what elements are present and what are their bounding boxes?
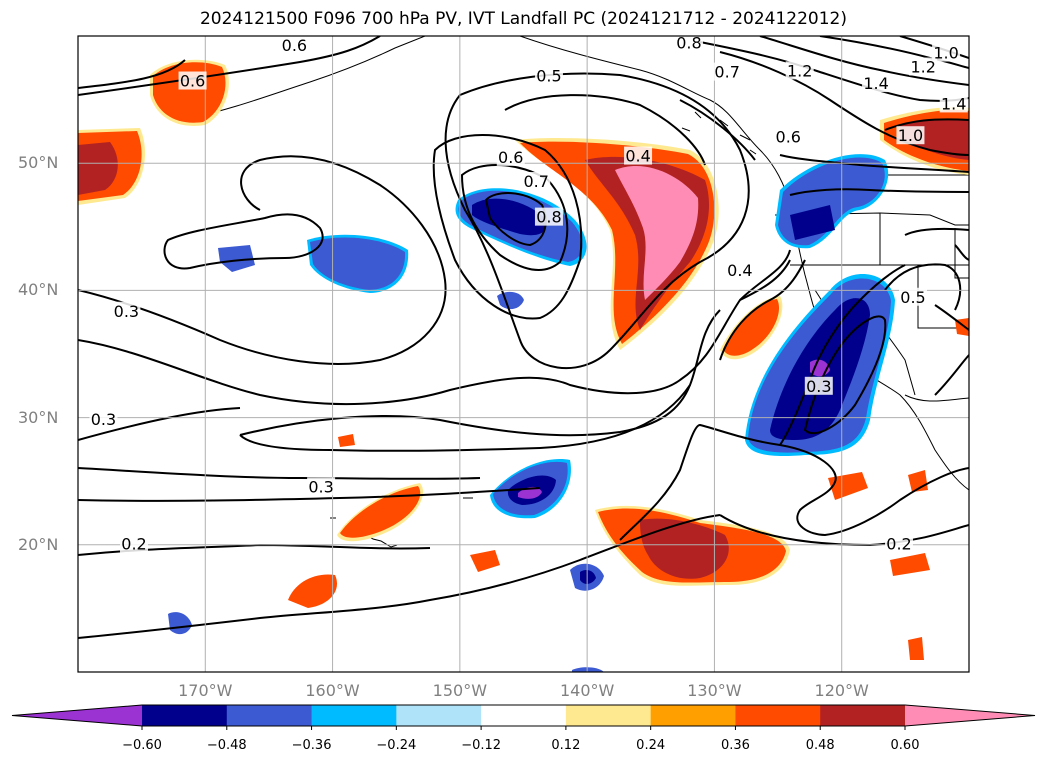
contour-labels: 0.60.60.50.60.70.80.40.40.80.7 1.21.41.21… [89,33,968,554]
map-frame [77,35,970,673]
svg-text:1.0: 1.0 [898,126,923,145]
contour-label: 0.6 [774,127,803,146]
svg-text:0.6: 0.6 [776,127,801,146]
colorbar-bin [226,705,313,726]
colorbar-tick-label: −0.60 [122,738,162,753]
lon-tick-label: 120°W [814,681,869,700]
colorbar-tick-label: 0.12 [551,738,581,753]
contour-label: 0.5 [534,66,563,85]
colorbar-bin [735,705,821,726]
contour-label: 0.6 [178,71,207,91]
svg-text:0.3: 0.3 [91,410,116,429]
contour-label: 0.3 [804,376,833,396]
colorbar-bin [565,705,652,726]
svg-text:1.0: 1.0 [933,44,958,63]
lon-tick-label: 160°W [305,681,360,700]
contour-label: 0.7 [522,172,551,191]
contour-label: 1.0 [896,126,925,145]
contour-label: 1.4 [862,74,891,93]
svg-text:0.7: 0.7 [524,172,549,191]
colorbar-tick-label: 0.60 [890,738,920,753]
colorbar-extend-low [12,705,142,726]
lat-tick-label: 20°N [18,534,59,554]
contour-label: 0.3 [112,301,141,321]
svg-text:0.5: 0.5 [900,288,925,307]
svg-text:1.2: 1.2 [787,61,812,80]
contour-label: 1.2 [785,61,814,80]
svg-text:0.3: 0.3 [308,477,333,496]
colorbar-bin [820,705,906,726]
contour-label: 0.5 [898,287,927,307]
svg-text:0.4: 0.4 [625,147,650,166]
svg-text:0.6: 0.6 [180,72,205,91]
colorbar-tick-label: 0.36 [720,738,750,753]
negative-pv-shading [168,154,895,672]
svg-text:0.2: 0.2 [121,535,146,554]
colorbar-tick-label: 0.48 [805,738,835,753]
contour-label: 1.2 [909,57,938,77]
colorbar-tick-label: 0.24 [636,738,666,753]
contour-label: 0.8 [534,207,563,227]
colorbar-bin [650,705,736,726]
positive-pv-shading [78,59,969,660]
colorbar [11,704,1036,730]
svg-text:0.3: 0.3 [114,302,139,321]
colorbar-tick-label: −0.12 [461,738,502,753]
lon-tick-label: 140°W [559,681,615,700]
svg-text:0.2: 0.2 [886,535,911,554]
lat-tick-label: 40°N [18,280,59,300]
contour-label: 0.2 [120,534,149,554]
lat-tick-label: 30°N [18,407,59,427]
contour-label: 1.0 [932,43,961,63]
contour-label: 0.4 [725,261,754,280]
colorbar-tick-label: −0.36 [291,738,332,753]
svg-text:1.4: 1.4 [941,94,966,113]
svg-text:0.6: 0.6 [282,36,307,55]
colorbar-extend-high [905,705,1035,726]
contour-label: 0.6 [496,147,525,167]
lon-tick-label: 150°W [432,681,488,700]
colorbar-tick-label: −0.48 [206,738,247,753]
gridlines [78,36,969,672]
svg-text:0.8: 0.8 [676,33,701,52]
colorbar-bin [481,705,567,726]
svg-text:0.8: 0.8 [536,208,561,227]
svg-text:0.5: 0.5 [536,66,561,85]
svg-text:0.3: 0.3 [806,377,831,396]
contour-label: 0.8 [674,33,703,52]
lat-tick-label: 50°N [18,153,59,173]
contour-label: 0.7 [713,63,742,82]
colorbar-tick-label: −0.24 [376,738,417,753]
contour-label: 0.6 [280,35,309,55]
contour-label: 0.4 [624,146,653,166]
contour-label: 1.4 [939,94,968,113]
map-title: 2024121500 F096 700 hPa PV, IVT Landfall… [199,9,847,29]
svg-text:1.4: 1.4 [863,74,888,93]
contour-label: 0.3 [307,477,336,496]
lon-tick-label: 130°W [687,681,742,700]
contour-label: 0.3 [89,409,118,429]
lon-tick-label: 170°W [178,681,233,700]
svg-text:0.4: 0.4 [727,261,752,280]
colorbar-bin [396,705,482,726]
colorbar-bin [142,705,228,726]
svg-text:0.6: 0.6 [498,148,523,167]
svg-text:0.7: 0.7 [714,63,739,82]
colorbar-bin [311,705,397,726]
svg-text:1.2: 1.2 [910,58,935,77]
contour-label: 0.2 [884,534,913,554]
